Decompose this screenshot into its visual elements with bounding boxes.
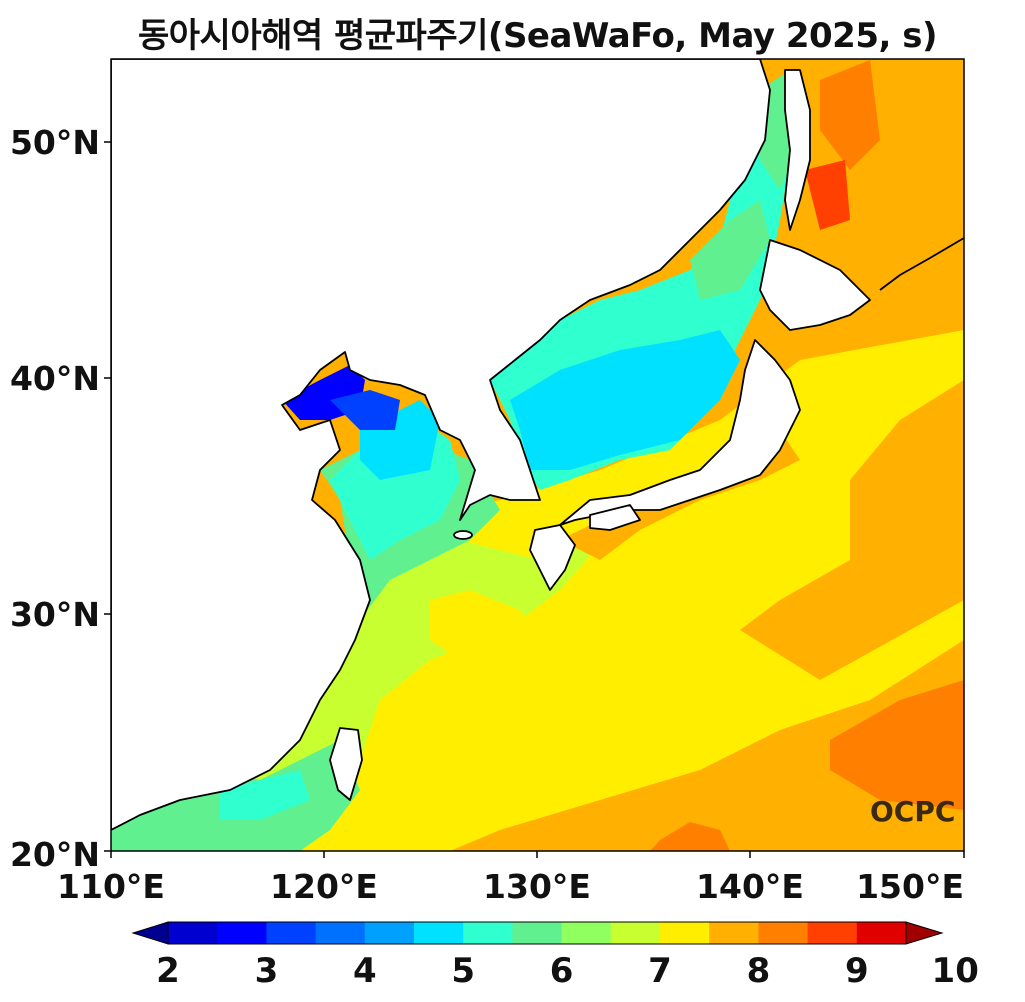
japan-hokkaido [759, 239, 871, 331]
colorbar-max-extend [905, 921, 944, 945]
colorbar-tick-label: 3 [255, 951, 279, 991]
colorbar-tick-label: 9 [845, 951, 869, 991]
japan-kyushu [529, 524, 576, 591]
colorbar [131, 921, 944, 945]
colorbar-tick-label: 8 [747, 951, 771, 991]
colorbar-labels: 2 3 4 5 6 7 8 9 10 [156, 951, 979, 991]
colorbar-segment [512, 922, 563, 944]
colorbar-segment [561, 922, 612, 944]
x-tick-label: 130°E [483, 867, 591, 906]
map-title: 동아시아해역 평균파주기(SeaWaFo, May 2025, s) [137, 16, 938, 56]
x-tick-label: 120°E [270, 867, 378, 906]
colorbar-tick-label: 5 [451, 951, 475, 991]
x-tick-label: 110°E [57, 867, 165, 906]
colorbar-tick-label: 2 [156, 951, 180, 991]
colorbar-segment [758, 922, 809, 944]
colorbar-segment [610, 922, 661, 944]
y-tick-label: 50°N [10, 123, 100, 162]
land [111, 59, 964, 831]
colorbar-segment [414, 922, 464, 944]
x-tick-label: 150°E [856, 867, 964, 906]
colorbar-segment [660, 922, 710, 944]
colorbar-segment [856, 922, 907, 944]
colorbar-tick-label: 6 [550, 951, 574, 991]
colorbar-tick-label: 4 [353, 951, 377, 991]
colorbar-segment [807, 922, 858, 944]
colorbar-segment [217, 922, 267, 944]
colorbar-tick-label: 10 [932, 951, 979, 991]
taiwan [329, 727, 363, 801]
ocpc-logo: OCPC [870, 795, 956, 828]
y-tick-label: 40°N [10, 359, 100, 398]
colorbar-segment [364, 922, 415, 944]
colorbar-segment [709, 922, 759, 944]
japan-shikoku [589, 504, 641, 531]
colorbar-tick-label: 7 [648, 951, 672, 991]
colorbar-segment [315, 922, 366, 944]
sakhalin [784, 69, 811, 231]
y-axis: 50°N 40°N 30°N 20°N [10, 123, 111, 874]
colorbar-min-extend [131, 921, 169, 945]
colorbar-segment [168, 922, 218, 944]
x-axis: 110°E 120°E 130°E 140°E 150°E [57, 851, 965, 906]
mainland-asia [111, 59, 771, 831]
x-tick-label: 140°E [696, 867, 804, 906]
y-tick-label: 30°N [10, 595, 100, 634]
colorbar-segment [463, 922, 513, 944]
y-tick-label: 20°N [10, 835, 100, 874]
colorbar-segment [266, 922, 317, 944]
